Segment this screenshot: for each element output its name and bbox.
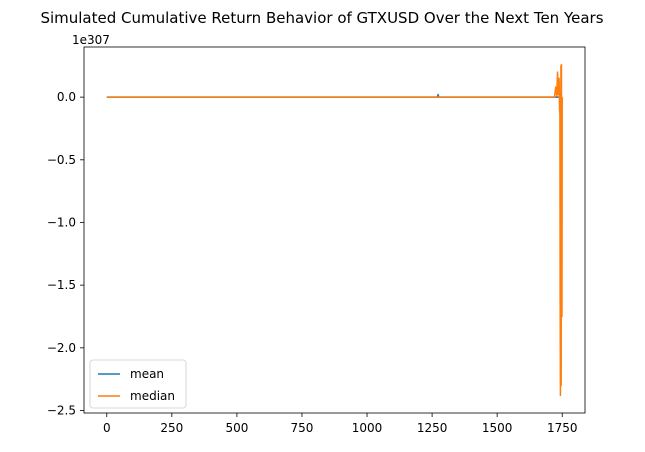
y-tick-label: −2.5	[47, 403, 76, 417]
x-tick-label: 1000	[352, 421, 383, 435]
x-tick-label: 1500	[482, 421, 513, 435]
x-tick-label: 0	[103, 421, 111, 435]
legend-label-mean: mean	[130, 367, 164, 381]
y-axis: −2.5 −2.0 −1.5 −1.0 −0.5 0.0	[47, 90, 84, 417]
y-tick-label: 0.0	[57, 90, 76, 104]
y-tick-label: −1.0	[47, 215, 76, 229]
series-layer	[106, 63, 563, 397]
y-offset-label: 1e307	[72, 33, 110, 47]
plot-frame	[83, 46, 586, 414]
x-tick-label: 250	[160, 421, 183, 435]
x-tick-label: 1750	[547, 421, 578, 435]
x-tick-label: 750	[291, 421, 314, 435]
x-tick-label: 500	[225, 421, 248, 435]
plot-area	[83, 46, 586, 414]
series-line-median	[106, 63, 563, 397]
chart-title: Simulated Cumulative Return Behavior of …	[40, 9, 603, 27]
legend: mean median	[89, 359, 187, 409]
y-tick-label: −2.0	[47, 341, 76, 355]
y-tick-label: −1.5	[47, 278, 76, 292]
x-tick-label: 1250	[417, 421, 448, 435]
y-tick-label: −0.5	[47, 153, 76, 167]
x-axis: 0 250 500 750 1000 1250 1500 1750	[103, 413, 578, 435]
legend-label-median: median	[130, 389, 175, 403]
